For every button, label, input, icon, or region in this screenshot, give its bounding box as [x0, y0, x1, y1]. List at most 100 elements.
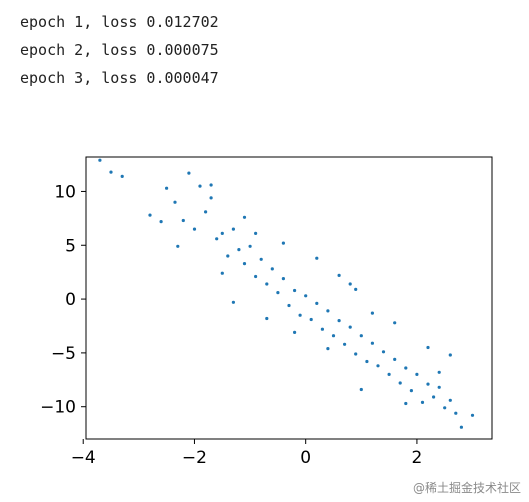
console-output: epoch 1, loss 0.012702 epoch 2, loss 0.0…: [20, 8, 520, 92]
scatter-point-72: [326, 347, 330, 351]
scatter-point-10: [204, 210, 208, 214]
scatter-point-29: [309, 317, 313, 322]
y-tick-label-2: 0: [65, 290, 76, 310]
scatter-point-75: [159, 220, 163, 224]
scatter-point-36: [348, 325, 352, 329]
scatter-point-34: [337, 319, 341, 323]
scatter-point-47: [409, 389, 413, 393]
scatter-point-25: [287, 303, 291, 308]
scatter-point-7: [187, 171, 191, 175]
scatter-point-11: [209, 196, 213, 200]
scatter-point-43: [387, 372, 391, 376]
scatter-point-17: [242, 262, 247, 266]
scatter-point-38: [359, 334, 363, 338]
scatter-point-79: [426, 345, 430, 350]
scatter-point-66: [281, 241, 285, 245]
scatter-chart: −4 −2 0 2 −10 −5 0 5 10: [0, 140, 529, 484]
scatter-point-56: [459, 425, 463, 429]
scatter-point-67: [315, 256, 319, 260]
scatter-point-39: [365, 359, 369, 364]
scatter-point-40: [370, 341, 374, 345]
scatter-point-70: [265, 316, 269, 321]
scatter-point-58: [448, 353, 452, 357]
scatter-point-3: [148, 213, 152, 217]
scatter-point-23: [276, 291, 280, 295]
y-tick-label-0: −10: [40, 398, 76, 418]
scatter-point-24: [281, 277, 285, 281]
x-tick-label-2: 0: [300, 448, 311, 468]
watermark-text: @稀土掘金技术社区: [412, 481, 521, 495]
x-axis: −4 −2 0 2: [71, 439, 423, 468]
scatter-point-31: [320, 327, 324, 331]
scatter-point-46: [404, 366, 408, 370]
scatter-point-18: [248, 244, 252, 248]
scatter-point-15: [231, 227, 235, 231]
scatter-point-4: [165, 186, 169, 190]
scatter-point-35: [343, 342, 347, 346]
scatter-point-14: [226, 254, 230, 258]
scatter-point-44: [393, 357, 397, 361]
scatter-point-52: [437, 385, 441, 389]
y-tick-label-1: −5: [51, 344, 76, 364]
scatter-point-62: [209, 183, 213, 187]
scatter-point-77: [404, 401, 408, 406]
scatter-point-48: [415, 372, 419, 376]
scatter-plot-svg: −4 −2 0 2 −10 −5 0 5 10: [40, 156, 493, 468]
scatter-point-0: [98, 158, 102, 162]
scatter-point-37: [354, 352, 358, 356]
scatter-point-65: [254, 231, 258, 235]
scatter-point-61: [370, 311, 374, 315]
scatter-point-73: [348, 282, 352, 286]
scatter-point-12: [215, 237, 219, 241]
scatter-point-68: [337, 273, 341, 277]
points-layer: [98, 158, 475, 429]
scatter-point-5: [173, 200, 177, 204]
scatter-point-19: [254, 274, 258, 279]
scatter-point-6: [181, 218, 185, 223]
scatter-point-42: [381, 350, 386, 354]
x-tick-label-3: 2: [412, 448, 423, 468]
scatter-point-33: [331, 334, 336, 338]
scatter-point-41: [376, 364, 380, 368]
scatter-point-8: [192, 227, 197, 231]
scatter-point-32: [326, 309, 330, 313]
scatter-point-20: [259, 257, 263, 261]
y-tick-label-4: 10: [54, 182, 76, 202]
log-line-epoch-2: epoch 2, loss 0.000075: [20, 41, 219, 59]
scatter-point-13: [220, 231, 224, 235]
scatter-point-28: [304, 294, 308, 298]
scatter-point-49: [420, 400, 425, 404]
log-line-epoch-1: epoch 1, loss 0.012702: [20, 13, 219, 31]
scatter-point-74: [242, 215, 247, 219]
scatter-point-2: [120, 174, 124, 178]
scatter-point-78: [231, 300, 235, 304]
scatter-point-57: [470, 413, 475, 417]
scatter-point-1: [109, 170, 113, 174]
scatter-point-30: [315, 301, 319, 305]
scatter-point-64: [220, 271, 224, 275]
scatter-point-63: [176, 244, 180, 248]
scatter-point-27: [298, 313, 302, 317]
scatter-point-26: [293, 288, 297, 293]
scatter-point-71: [293, 330, 297, 334]
scatter-point-45: [398, 381, 402, 385]
scatter-point-22: [270, 267, 274, 271]
scatter-point-54: [448, 398, 452, 402]
scatter-point-9: [198, 184, 202, 188]
scatter-point-69: [354, 287, 358, 291]
scatter-point-50: [426, 382, 430, 386]
x-tick-label-1: −2: [182, 448, 207, 468]
scatter-point-16: [237, 248, 241, 252]
scatter-point-60: [393, 321, 397, 325]
scatter-point-53: [443, 406, 447, 410]
scatter-point-51: [432, 395, 436, 399]
scatter-point-76: [359, 387, 363, 392]
plot-frame: [85, 156, 493, 440]
scatter-point-55: [454, 411, 458, 415]
x-tick-label-0: −4: [71, 448, 96, 468]
log-line-epoch-3: epoch 3, loss 0.000047: [20, 69, 219, 87]
y-axis: −10 −5 0 5 10: [40, 182, 86, 418]
scatter-point-59: [437, 370, 441, 374]
scatter-point-21: [265, 282, 269, 286]
y-tick-label-3: 5: [65, 236, 76, 256]
